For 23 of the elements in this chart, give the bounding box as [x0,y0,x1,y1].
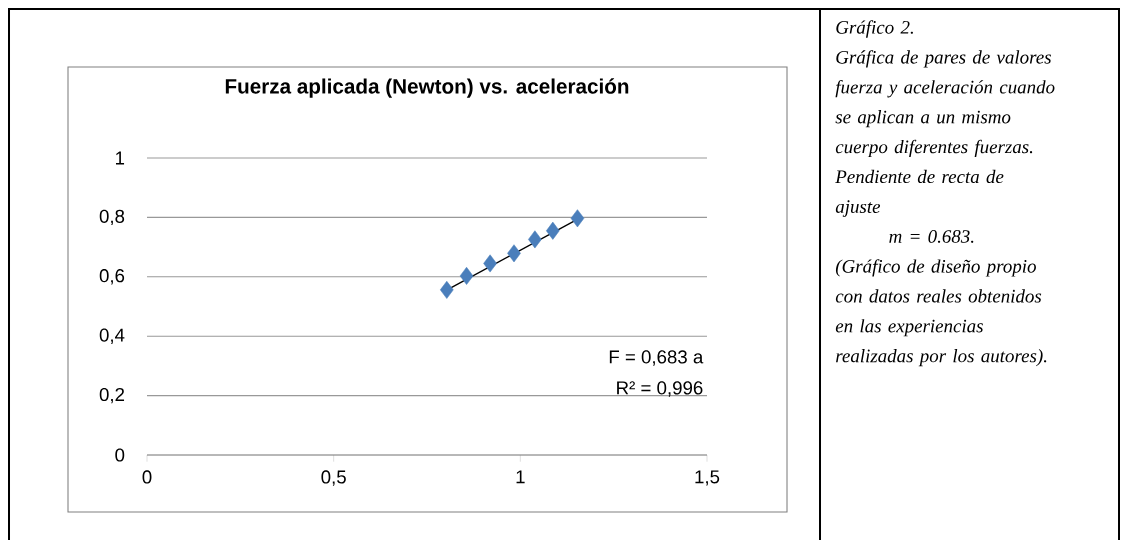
point [528,230,542,249]
x-tick-label: 1,5 [695,470,720,486]
text: Gráfico 2. [836,20,913,38]
y-tick-label: 0 [115,448,125,462]
y-tick-label: 0,4 [99,328,125,344]
text: (Gráfico de diseño propio con datos reales obtenidos en las experiencias realizadas por los autores). [835,259,1047,367]
point [570,209,585,228]
point [546,221,560,240]
text: m = 0.683. [889,230,974,243]
point [483,254,497,273]
y-tick-label: 1 [116,151,125,165]
chart-title: Fuerza aplicada (Newton) vs. aceleración [225,78,629,98]
y-tick-label: 0,8 [99,209,125,226]
x-tick-label: 1 [516,470,525,484]
y-tick-label: 0,2 [99,387,125,404]
x-tick-label: 0,5 [321,470,346,486]
annotation: R² = 0,996 [617,381,703,397]
y-tick-label: 0,6 [99,269,125,285]
annotation: F = 0,683 a [609,350,704,366]
point [440,280,454,299]
point [459,266,474,285]
x-tick-label: 0 [142,470,152,484]
point [507,244,521,263]
